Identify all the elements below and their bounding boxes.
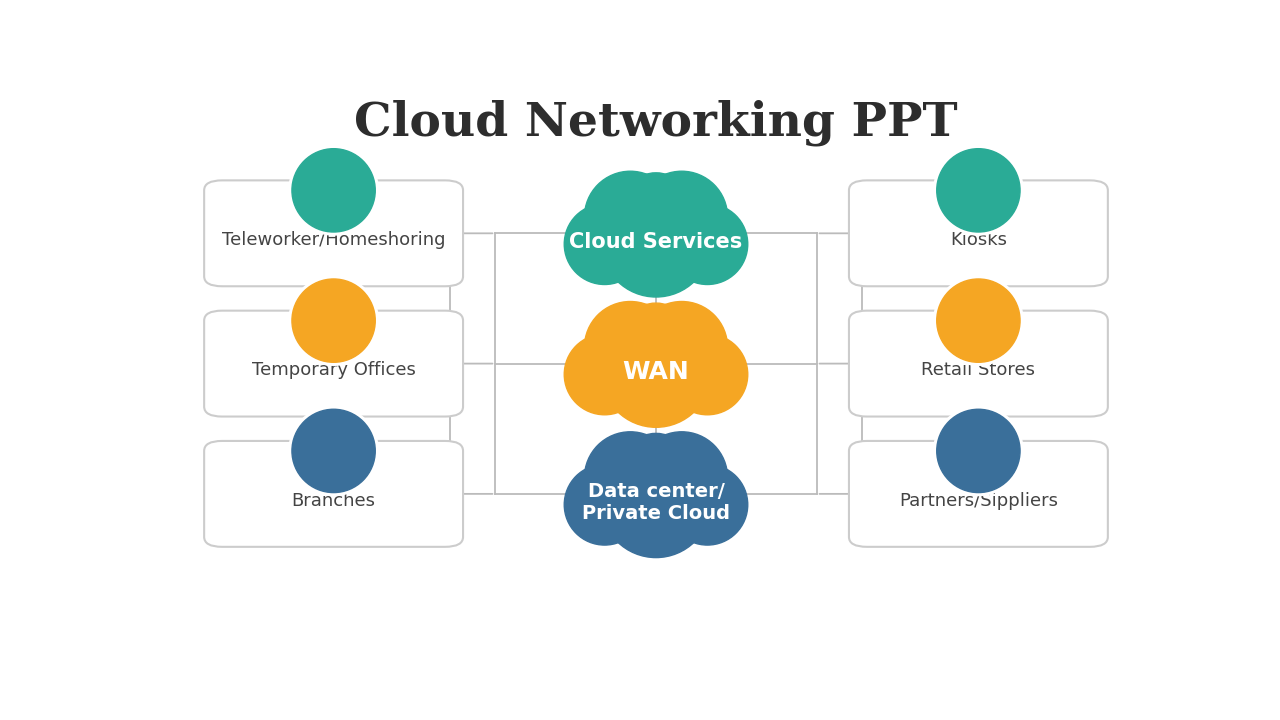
Circle shape: [585, 432, 676, 523]
Text: Temporary Offices: Temporary Offices: [252, 361, 416, 379]
FancyBboxPatch shape: [849, 181, 1108, 287]
Text: WAN: WAN: [622, 360, 690, 384]
Circle shape: [620, 173, 692, 246]
Circle shape: [933, 406, 1023, 495]
Circle shape: [292, 279, 375, 362]
Text: Kiosks: Kiosks: [950, 231, 1007, 249]
Text: Partners/Sippliers: Partners/Sippliers: [899, 492, 1057, 510]
Circle shape: [667, 204, 748, 284]
Circle shape: [564, 204, 645, 284]
Text: Retail Stores: Retail Stores: [922, 361, 1036, 379]
FancyBboxPatch shape: [204, 310, 463, 417]
Circle shape: [636, 432, 727, 523]
FancyBboxPatch shape: [849, 310, 1108, 417]
FancyBboxPatch shape: [204, 181, 463, 287]
Circle shape: [937, 409, 1020, 492]
Circle shape: [585, 171, 676, 263]
Circle shape: [667, 334, 748, 415]
Circle shape: [636, 171, 727, 263]
Circle shape: [292, 149, 375, 232]
Circle shape: [564, 464, 645, 545]
Circle shape: [620, 433, 692, 507]
Text: Cloud Networking PPT: Cloud Networking PPT: [355, 99, 957, 145]
Circle shape: [933, 276, 1023, 365]
Circle shape: [667, 464, 748, 545]
Circle shape: [564, 334, 645, 415]
Circle shape: [620, 303, 692, 377]
FancyBboxPatch shape: [204, 441, 463, 546]
Text: Data center/
Private Cloud: Data center/ Private Cloud: [582, 482, 730, 523]
Circle shape: [585, 302, 676, 393]
Text: Teleworker/Homeshoring: Teleworker/Homeshoring: [221, 231, 445, 249]
Circle shape: [933, 145, 1023, 235]
Circle shape: [289, 276, 379, 365]
Circle shape: [600, 187, 712, 297]
Text: Cloud Services: Cloud Services: [570, 232, 742, 252]
Circle shape: [600, 318, 712, 427]
Circle shape: [292, 409, 375, 492]
FancyBboxPatch shape: [849, 441, 1108, 546]
Text: Branches: Branches: [292, 492, 375, 510]
Circle shape: [636, 302, 727, 393]
Circle shape: [937, 149, 1020, 232]
Circle shape: [937, 279, 1020, 362]
Circle shape: [289, 406, 379, 495]
Circle shape: [600, 447, 712, 557]
Circle shape: [289, 145, 379, 235]
